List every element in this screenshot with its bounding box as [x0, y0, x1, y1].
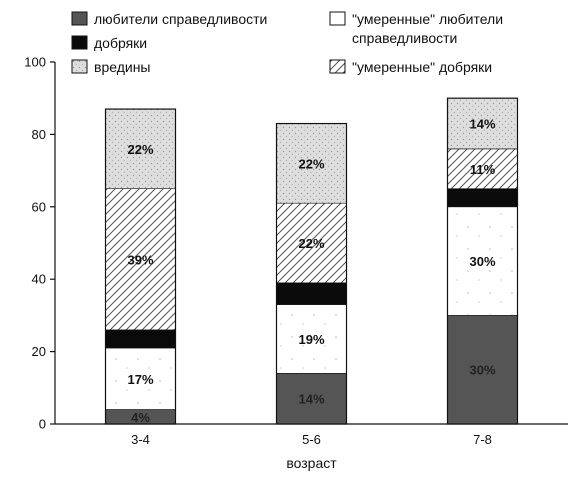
bar-value-label: 22%	[298, 156, 324, 171]
legend-label: добряки	[94, 35, 147, 51]
bar-outline	[275, 122, 348, 425]
legend-label: "умеренные" добряки	[352, 59, 492, 75]
bar-outline	[104, 108, 177, 425]
legend-swatch	[329, 59, 346, 74]
y-tick-label: 80	[32, 127, 46, 142]
bar-segment	[105, 347, 176, 410]
y-tick-label: 60	[32, 199, 46, 214]
bar-segment	[447, 206, 518, 316]
bar-value-label: 30%	[469, 254, 495, 269]
bar-segment	[276, 282, 347, 305]
x-axis-title: возраст	[286, 455, 337, 471]
legend-label: любители справедливости	[94, 11, 267, 27]
bar-segment	[276, 202, 347, 284]
legend-label-continued: справедливости	[352, 30, 457, 46]
bar-value-label: 14%	[469, 117, 495, 132]
bar-value-label: 17%	[127, 372, 153, 387]
y-tick-label: 0	[39, 417, 46, 432]
y-tick-label: 100	[24, 55, 46, 70]
bar-segment	[447, 315, 518, 425]
axes: 0 20 40 60 80 100 3-4 5-6 7-8 возраст	[24, 55, 568, 471]
bar-value-label: 4%	[131, 410, 150, 425]
bar-segment	[447, 188, 518, 208]
y-tick-label: 40	[32, 272, 46, 287]
legend-swatch	[71, 11, 88, 26]
x-tick-label: 5-6	[302, 432, 321, 447]
legend-swatch	[329, 11, 346, 26]
x-tick-label: 3-4	[131, 432, 150, 447]
legend-swatch	[71, 35, 88, 50]
bar-value-label: 19%	[298, 332, 324, 347]
bar-segment	[447, 148, 518, 190]
bars: 4% 17% 39% 22% 14% 19% 22% 22% 30% 30% 11% 14%	[104, 97, 519, 425]
bar-segment	[276, 304, 347, 374]
bar-value-label: 22%	[298, 236, 324, 251]
bar-segment	[105, 329, 176, 349]
legend-label: вредины	[94, 59, 151, 75]
bar-outline	[446, 97, 519, 425]
legend: любители справедливости добряки вредины "ум…	[71, 11, 503, 75]
x-tick-label: 7-8	[473, 432, 492, 447]
bar-segment	[276, 123, 347, 204]
legend-label: "умеренные" любители	[352, 11, 503, 27]
legend-swatch	[71, 59, 88, 74]
bar-value-label: 30%	[469, 363, 495, 378]
bar-segment	[447, 97, 518, 150]
bar-value-label: 22%	[127, 142, 153, 157]
bar-value-label: 11%	[470, 162, 496, 177]
bar-value-label: 14%	[298, 392, 324, 407]
bar-segment	[105, 188, 176, 331]
bar-value-label: 39%	[127, 252, 153, 267]
y-tick-label: 20	[32, 344, 46, 359]
